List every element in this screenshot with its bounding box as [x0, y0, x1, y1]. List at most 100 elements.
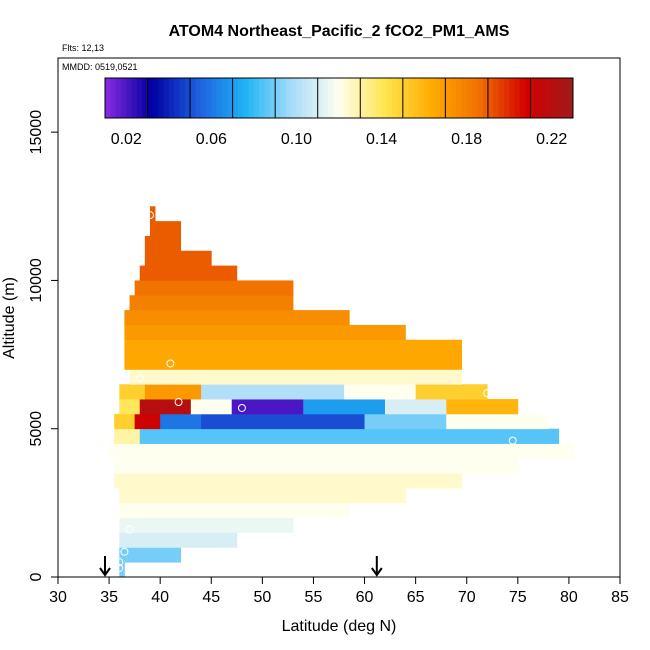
colorbar-swatch: [275, 78, 281, 118]
heatmap-cell: [160, 413, 202, 430]
heatmap-cell: [119, 488, 406, 504]
colorbar-swatch: [424, 78, 430, 118]
colorbar-swatch: [115, 78, 122, 118]
x-axis-label: Latitude (deg N): [282, 618, 397, 635]
sample-point: [145, 211, 154, 220]
colorbar-swatch: [392, 78, 398, 118]
sample-point: [110, 451, 119, 460]
chart-title: ATOM4 Northeast_Pacific_2 fCO2_PM1_AMS: [169, 23, 510, 40]
heatmap-cell: [149, 206, 156, 222]
colorbar-frame: [104, 77, 574, 119]
heatmap-cell: [201, 384, 345, 400]
colorbar-swatch: [551, 78, 558, 118]
colorbar-swatch: [349, 78, 356, 118]
heatmap-cell: [119, 384, 146, 400]
colorbar-swatch: [312, 78, 319, 118]
sample-point: [508, 436, 517, 445]
colorbar-swatch: [285, 78, 292, 118]
colorbar-swatch: [120, 78, 127, 118]
heatmap-cell: [144, 235, 182, 252]
colorbar-swatch: [386, 78, 393, 118]
colorbar-swatch: [562, 78, 569, 118]
x-tick-label: 75: [509, 589, 527, 606]
colorbar-swatch: [546, 78, 553, 118]
colorbar-swatch: [232, 78, 239, 118]
sample-point: [125, 525, 134, 534]
colorbar-swatch: [471, 78, 478, 118]
colorbar-swatch: [530, 78, 537, 118]
colorbar-swatch: [110, 78, 117, 118]
x-tick-label: 65: [407, 589, 425, 606]
x-tick-label: 30: [49, 589, 67, 606]
colorbar-swatch: [206, 78, 212, 118]
colorbar-swatch: [195, 78, 202, 118]
colorbar-swatch: [184, 78, 191, 118]
sample-point: [566, 442, 575, 451]
colorbar-swatch: [413, 78, 420, 118]
colorbar-swatch: [190, 78, 196, 118]
colorbar-swatch: [291, 78, 297, 118]
colorbar-swatch: [174, 78, 180, 118]
x-tick-label: 45: [202, 589, 220, 606]
colorbar-swatch: [253, 78, 260, 118]
colorbar-swatch: [557, 78, 563, 118]
colorbar-swatch: [259, 78, 266, 118]
colorbar-swatch: [418, 78, 425, 118]
colorbar-swatch: [344, 78, 351, 118]
colorbar-ticks: 0.02 0.06 0.10 0.14 0.18 0.22: [111, 131, 568, 148]
heatmap-cell: [124, 324, 406, 341]
sample-point: [115, 564, 124, 573]
colorbar-tick-label: 0.18: [451, 131, 482, 148]
colorbar-swatch: [509, 78, 515, 118]
colorbar-swatch: [264, 78, 271, 118]
flight-arrows: [99, 556, 383, 577]
heatmap-cell: [415, 384, 488, 400]
colorbar-swatch: [354, 78, 361, 118]
colorbar-swatch: [487, 78, 494, 118]
colorbar-swatch: [248, 78, 255, 118]
heatmap-cell: [446, 399, 519, 415]
colorbar-swatch: [445, 78, 452, 118]
sample-point: [174, 398, 183, 407]
colorbar-swatch: [323, 78, 329, 118]
x-tick-label: 85: [611, 589, 629, 606]
colorbar-swatch: [567, 78, 574, 118]
heatmap-cell: [231, 399, 304, 415]
y-tick-label: 10000: [28, 258, 45, 303]
down-arrow-icon: [99, 556, 111, 577]
heatmap-cell: [129, 295, 294, 311]
heatmap-cell: [364, 413, 447, 430]
x-tick-label: 35: [100, 589, 118, 606]
colorbar-swatch: [519, 78, 526, 118]
colorbar-swatch: [211, 78, 218, 118]
colorbar-swatch: [450, 78, 457, 118]
colorbar-swatch: [365, 78, 372, 118]
colorbar-swatch: [147, 78, 154, 118]
colorbar-swatch: [158, 78, 164, 118]
heatmap-cell: [303, 399, 386, 415]
sample-point: [115, 558, 124, 567]
colorbar-swatch: [466, 78, 473, 118]
y-tick-label: 5000: [28, 411, 45, 447]
colorbar-swatch: [301, 78, 308, 118]
colorbar-swatch: [333, 78, 340, 118]
sample-point: [135, 374, 144, 383]
heatmap-cell: [134, 413, 161, 430]
heatmap-cell: [114, 413, 136, 430]
colorbar-swatch: [105, 78, 111, 118]
colorbar: 0.02 0.06 0.10 0.14 0.18 0.22: [104, 77, 574, 148]
heatmap-cell: [109, 443, 575, 459]
colorbar-swatch: [541, 78, 547, 118]
heatmap-cell: [119, 517, 294, 533]
x-tick-label: 50: [253, 589, 271, 606]
colorbar-swatch: [402, 78, 409, 118]
flights-label: Flts: 12,13: [62, 43, 104, 53]
colorbar-swatch: [360, 78, 367, 118]
colorbar-swatch: [227, 78, 234, 118]
colorbar-swatch: [200, 78, 207, 118]
colorbar-swatch: [152, 78, 159, 118]
colorbar-swatch: [317, 78, 324, 118]
x-axis: 30 35 40 45 50 55 60 65 70 75 80 85: [49, 577, 629, 606]
colorbar-tick-label: 0.02: [111, 131, 142, 148]
